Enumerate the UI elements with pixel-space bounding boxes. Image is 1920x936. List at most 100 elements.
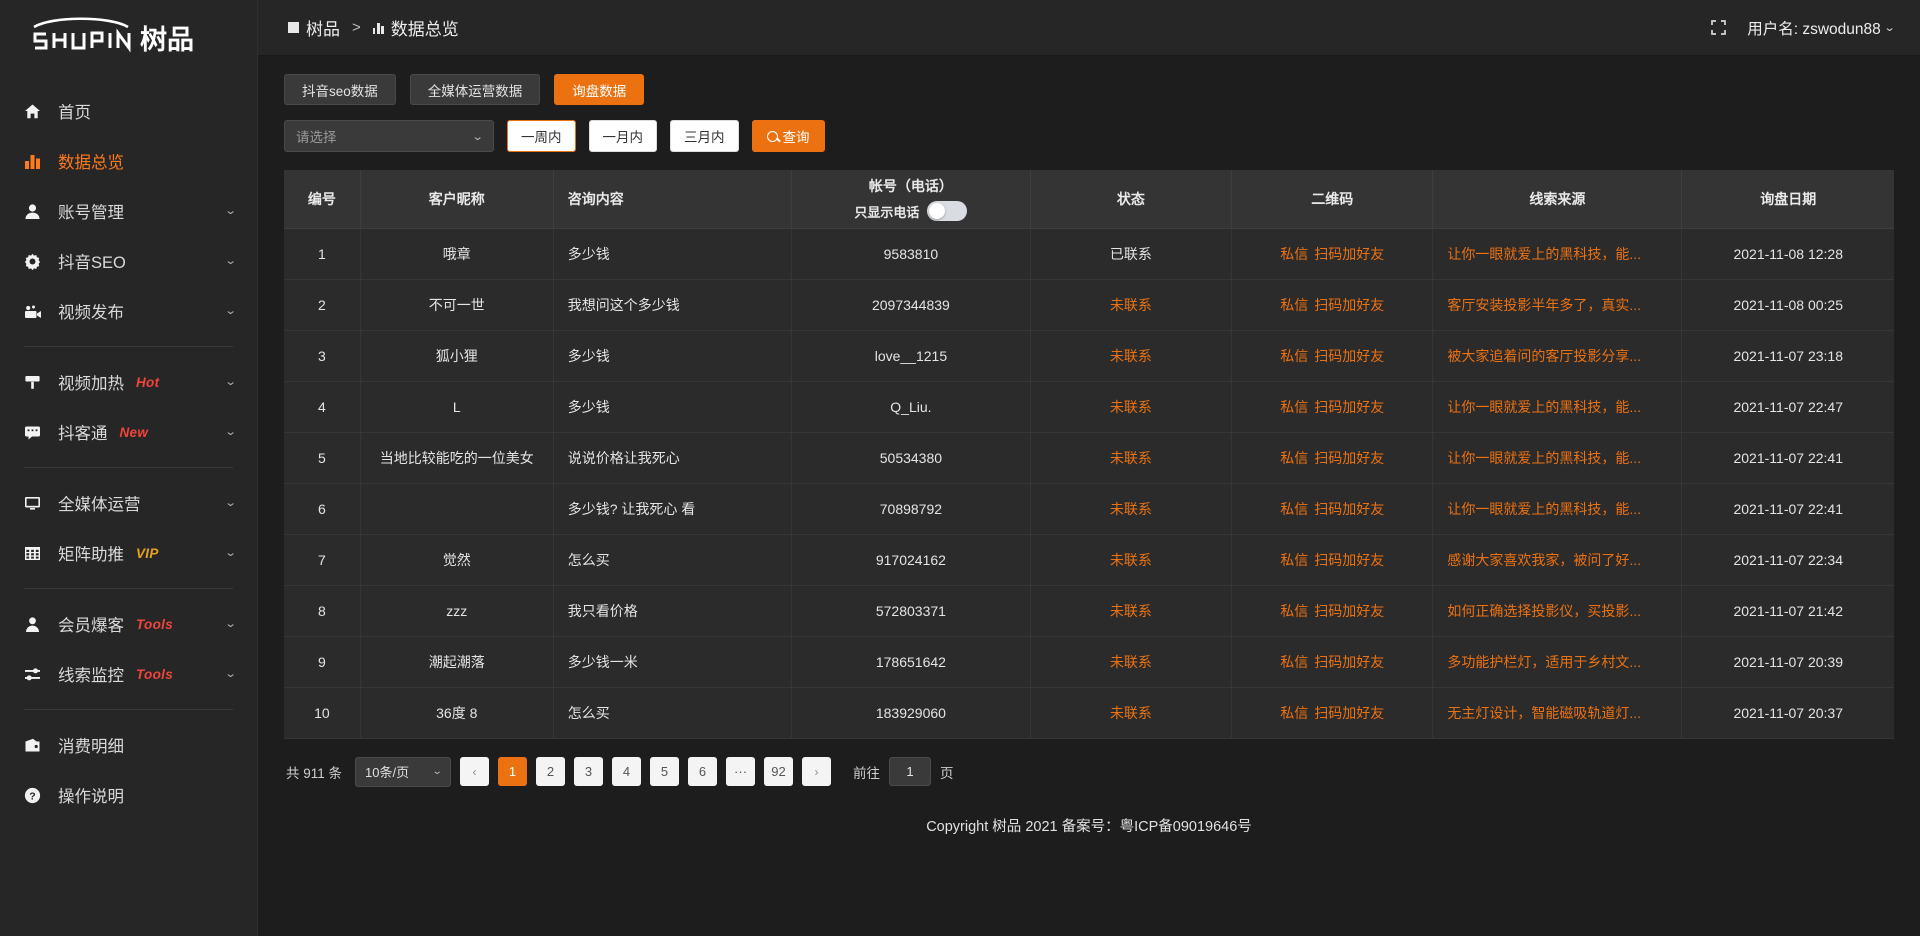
qr-private-message-link[interactable]: 私信 [1280,296,1309,313]
source-link[interactable]: 让你一眼就爱上的黑科技，能... [1447,398,1642,415]
sidebar-item-12[interactable]: ? 操作说明 [0,770,257,820]
chevron-down-icon[interactable]: ⌄ [224,204,237,217]
cell-status[interactable]: 未联系 [1030,279,1233,331]
breadcrumb-root[interactable]: 树品 [306,20,340,39]
source-link[interactable]: 让你一眼就爱上的黑科技，能... [1447,245,1642,262]
pagination-page-2[interactable]: 2 [536,757,566,786]
source-link[interactable]: 客厅安装投影半年多了，真实... [1447,296,1642,313]
source-link[interactable]: 多功能护栏灯，适用于乡村文... [1447,653,1642,670]
qr-add-friend-link[interactable]: 扫码加好友 [1314,500,1385,517]
cell-id: 1 [284,228,361,280]
range-three-month[interactable]: 三月内 [670,120,739,152]
cell-source: 无主灯设计，智能磁吸轨道灯... [1432,687,1683,739]
pagination-page-1[interactable]: 1 [498,757,528,786]
cell-status[interactable]: 未联系 [1030,381,1233,433]
search-icon [766,130,778,142]
pagination-goto-input[interactable]: 1 [889,757,932,786]
chevron-down-icon[interactable]: ⌄ [224,617,237,630]
sidebar-item-5[interactable]: 视频加热 Hot ⌄ [0,357,257,407]
cell-status[interactable]: 未联系 [1030,585,1233,637]
search-button[interactable]: 查询 [751,120,825,152]
qr-private-message-link[interactable]: 私信 [1280,551,1309,568]
sidebar-item-8[interactable]: 矩阵助推 VIP ⌄ [0,528,257,578]
range-one-month[interactable]: 一月内 [588,120,657,152]
cell-status[interactable]: 已联系 [1030,228,1233,280]
chevron-down-icon[interactable]: ⌄ [224,304,237,317]
cell-status[interactable]: 未联系 [1030,534,1233,586]
qr-private-message-link[interactable]: 私信 [1280,245,1309,262]
page-size-select[interactable]: 10条/页 ⌄ [355,756,452,787]
tab-2[interactable]: 询盘数据 [554,74,645,105]
cell-status[interactable]: 未联系 [1030,483,1233,535]
cell-content: 我只看价格 [553,585,793,637]
source-link[interactable]: 让你一眼就爱上的黑科技，能... [1447,500,1642,517]
brand-logo[interactable]: 树品 [0,0,257,70]
cell-qrcode: 私信 扫码加好友 [1231,432,1434,484]
tab-1[interactable]: 全媒体运营数据 [409,74,541,105]
qr-add-friend-link[interactable]: 扫码加好友 [1314,602,1385,619]
sidebar-item-1[interactable]: 数据总览 [0,136,257,186]
qr-private-message-link[interactable]: 私信 [1280,398,1309,415]
cell-date: 2021-11-08 12:28 [1681,228,1894,280]
qr-add-friend-link[interactable]: 扫码加好友 [1314,296,1385,313]
qr-private-message-link[interactable]: 私信 [1280,500,1309,517]
chevron-down-icon[interactable]: ⌄ [224,546,237,559]
pagination-page-5[interactable]: 5 [650,757,680,786]
phone-only-toggle[interactable] [927,201,968,222]
qr-private-message-link[interactable]: 私信 [1280,347,1309,364]
pagination-prev[interactable]: ‹ [460,757,490,786]
qr-add-friend-link[interactable]: 扫码加好友 [1314,449,1385,466]
sidebar-item-2[interactable]: 账号管理 ⌄ [0,186,257,236]
cell-id: 4 [284,381,361,433]
pagination-page-6[interactable]: 6 [688,757,718,786]
pagination-page-92[interactable]: 92 [764,757,794,786]
source-link[interactable]: 被大家追着问的客厅投影分享... [1447,347,1642,364]
qr-add-friend-link[interactable]: 扫码加好友 [1314,398,1385,415]
qr-private-message-link[interactable]: 私信 [1280,653,1309,670]
qr-private-message-link[interactable]: 私信 [1280,449,1309,466]
source-link[interactable]: 感谢大家喜欢我家，被问了好... [1447,551,1642,568]
cell-status[interactable]: 未联系 [1030,432,1233,484]
user-menu[interactable]: 用户名: zswodun88 ⌄ [1747,17,1895,39]
cell-status[interactable]: 未联系 [1030,636,1233,688]
qr-add-friend-link[interactable]: 扫码加好友 [1314,347,1385,364]
chevron-down-icon[interactable]: ⌄ [224,254,237,267]
chevron-down-icon[interactable]: ⌄ [224,667,237,680]
sidebar-item-7[interactable]: 全媒体运营 ⌄ [0,478,257,528]
cell-source: 让你一眼就爱上的黑科技，能... [1432,228,1683,280]
pagination-page-···[interactable]: ··· [726,757,756,786]
cell-status[interactable]: 未联系 [1030,687,1233,739]
sidebar-item-badge: Tools [136,666,173,682]
source-link[interactable]: 无主灯设计，智能磁吸轨道灯... [1447,704,1642,721]
source-link[interactable]: 让你一眼就爱上的黑科技，能... [1447,449,1642,466]
cell-account: Q_Liu. [791,381,1031,433]
cell-status[interactable]: 未联系 [1030,330,1233,382]
range-one-week[interactable]: 一周内 [507,120,576,152]
sidebar-item-0[interactable]: 首页 [0,86,257,136]
pagination-page-3[interactable]: 3 [574,757,604,786]
source-select[interactable]: 请选择 ⌄ [284,120,494,152]
qr-add-friend-link[interactable]: 扫码加好友 [1314,653,1385,670]
cell-id: 2 [284,279,361,331]
pagination-next[interactable]: › [802,757,832,786]
sidebar-item-label: 线索监控 [58,667,124,685]
fullscreen-icon[interactable] [1710,19,1727,36]
chevron-down-icon[interactable]: ⌄ [224,496,237,509]
qr-add-friend-link[interactable]: 扫码加好友 [1314,551,1385,568]
source-link[interactable]: 如何正确选择投影仪，买投影... [1447,602,1642,619]
tab-0[interactable]: 抖音seo数据 [284,74,396,105]
qr-private-message-link[interactable]: 私信 [1280,704,1309,721]
sidebar-item-10[interactable]: 线索监控 Tools ⌄ [0,649,257,699]
qr-add-friend-link[interactable]: 扫码加好友 [1314,704,1385,721]
qr-private-message-link[interactable]: 私信 [1280,602,1309,619]
qr-add-friend-link[interactable]: 扫码加好友 [1314,245,1385,262]
pagination-page-4[interactable]: 4 [612,757,642,786]
sidebar-item-9[interactable]: 会员爆客 Tools ⌄ [0,599,257,649]
sidebar-item-4[interactable]: 视频发布 ⌄ [0,286,257,336]
sidebar-item-6[interactable]: 抖客通 New ⌄ [0,407,257,457]
sidebar-item-11[interactable]: 消费明细 [0,720,257,770]
chevron-down-icon[interactable]: ⌄ [224,375,237,388]
chevron-down-icon[interactable]: ⌄ [224,425,237,438]
cell-date: 2021-11-07 22:41 [1681,432,1894,484]
sidebar-item-3[interactable]: 抖音SEO ⌄ [0,236,257,286]
